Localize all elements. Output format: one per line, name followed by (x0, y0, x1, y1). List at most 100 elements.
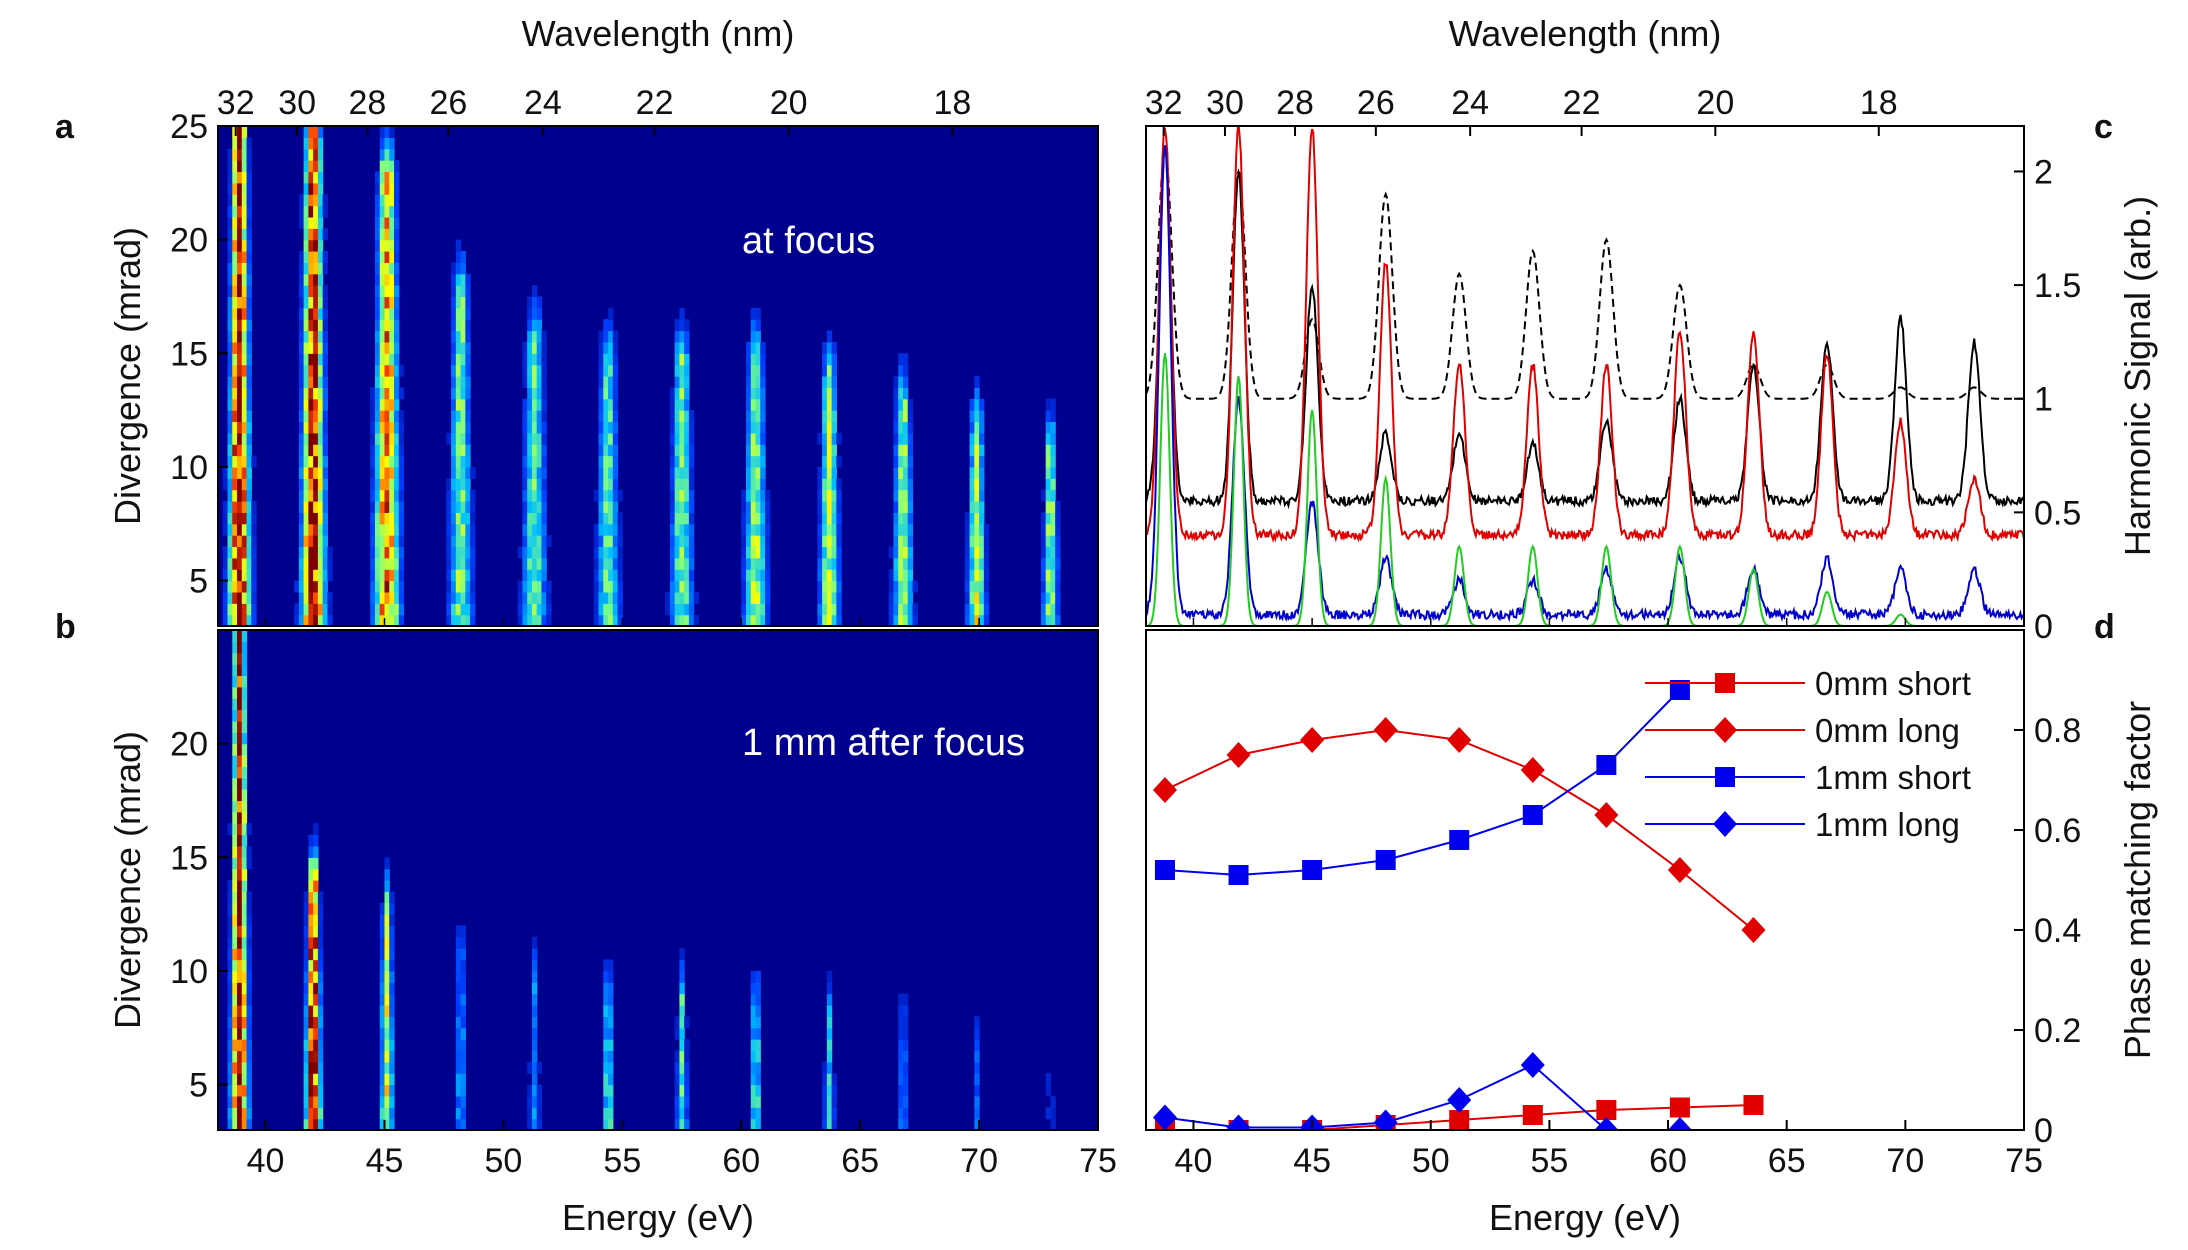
heatmap-a-cell (603, 330, 609, 343)
heatmap-a-cell (517, 603, 524, 616)
heatmap-a-cell (974, 501, 980, 513)
heatmap-a-cell (902, 535, 909, 548)
heatmap-a-cell (446, 489, 452, 502)
heatmap-a-cell (251, 569, 257, 582)
heatmap-a-cell (374, 319, 381, 332)
heatmap-a-cell (688, 557, 695, 570)
heatmap-a-cell (389, 216, 395, 229)
heatmap-a-cell (303, 296, 309, 309)
heatmap-a-cell (384, 410, 390, 423)
heatmap-a-cell (907, 432, 914, 445)
heatmap-a-cell (817, 535, 823, 548)
heatmap-a-cell (593, 546, 600, 559)
heatmap-b-cell (232, 948, 238, 961)
heatmap-a-cell (222, 591, 229, 604)
heatmap-a-cell (232, 182, 238, 195)
heatmap-b-cell (379, 936, 386, 949)
x-tick-label: 65 (1768, 1142, 1806, 1180)
heatmap-b-cell (755, 1095, 761, 1108)
heatmap-a-cell (974, 557, 980, 570)
heatmap-a-cell (303, 353, 309, 366)
heatmap-b-cell (974, 1118, 980, 1130)
heatmap-a-cell (379, 364, 386, 377)
heatmap-a-cell (902, 523, 909, 536)
wavelength-tick-label: 18 (934, 84, 972, 122)
heatmap-a-cell (389, 444, 395, 457)
heatmap-b-cell (460, 1016, 466, 1029)
heatmap-a-cell (222, 466, 229, 479)
heatmap-a-cell (669, 580, 676, 593)
heatmap-b-cell (241, 993, 248, 1006)
heatmap-a-cell (541, 432, 547, 445)
heatmap-a-cell (232, 251, 238, 263)
heatmap-a-cell (246, 251, 252, 263)
heatmap-a-cell (298, 489, 305, 502)
heatmap-a-cell (598, 501, 604, 513)
heatmap-b-cell (232, 959, 238, 972)
heatmap-a-cell (251, 580, 257, 593)
heatmap-a-cell (313, 432, 319, 445)
axes (217, 125, 2025, 1131)
y-tick-label: 2 (2034, 153, 2053, 191)
heatmap-a-cell (598, 591, 604, 604)
heatmap-b-cell (608, 1107, 614, 1120)
heatmap-a-cell (898, 523, 904, 536)
heatmap-b-cell (237, 834, 243, 847)
heatmap-a-cell (755, 319, 761, 332)
heatmap-a-cell (822, 421, 828, 434)
heatmap-b-cell (679, 993, 685, 1006)
heatmap-a-cell (241, 307, 248, 320)
heatmap-a-cell (603, 591, 609, 604)
heatmap-a-cell (527, 376, 533, 388)
heatmap-a-cell (470, 489, 476, 502)
heatmap-a-cell (303, 591, 309, 604)
heatmap-b-cell (317, 1118, 324, 1130)
heatmap-a-cell (750, 580, 757, 593)
heatmap-a-cell (308, 557, 314, 570)
heatmap-a-cell (237, 546, 243, 559)
heatmap-a-cell (603, 523, 609, 536)
wavelength-tick-label: 18 (1860, 84, 1898, 122)
heatmap-a-cell (317, 398, 324, 411)
heatmap-b-cell (308, 1016, 314, 1029)
heatmap-a-cell (669, 569, 676, 582)
heatmap-a-cell (836, 535, 842, 548)
heatmap-b-cell (898, 1050, 904, 1063)
heatmap-b-cell (460, 948, 466, 961)
heatmap-a-cell (317, 455, 324, 468)
heatmap-a-cell (979, 398, 985, 411)
heatmap-a-cell (232, 273, 238, 286)
heatmap-a-cell (608, 376, 614, 388)
heatmap-b-cell (227, 1073, 233, 1086)
heatmap-a-cell (303, 182, 309, 195)
heatmap-a-cell (531, 569, 538, 582)
heatmap-b-cell (974, 1061, 980, 1074)
heatmap-b-cell (237, 902, 243, 915)
heatmap-a-cell (374, 194, 381, 207)
heatmap-a-cell (688, 614, 695, 626)
heatmap-a-cell (298, 364, 305, 377)
heatmap-a-cell (374, 421, 381, 434)
spectrum-series-1 (1146, 149, 2024, 510)
heatmap-b-cell (826, 1027, 833, 1040)
heatmap-a-cell (598, 353, 604, 366)
heatmap-b-cell (603, 959, 609, 972)
heatmap-a-cell (679, 364, 685, 377)
heatmap-b-cell (379, 1107, 386, 1120)
heatmap-a-cell (969, 398, 975, 411)
heatmap-b-cell (241, 664, 248, 677)
heatmap-b-cell (232, 1027, 238, 1040)
heatmap-b-cell (308, 970, 314, 983)
heatmap-a-cell (374, 580, 381, 593)
heatmap-b-cell (246, 1118, 252, 1130)
heatmap-a-cell (765, 501, 771, 513)
heatmap-a-cell (755, 398, 761, 411)
heatmap-b-cell (232, 811, 238, 824)
heatmap-a-cell (317, 353, 324, 366)
heatmap-a-cell (541, 512, 547, 525)
heatmap-a-cell (541, 364, 547, 377)
heatmap-a-cell (374, 398, 381, 411)
heatmap-a-cell (536, 387, 543, 400)
heatmap-a-cell (836, 614, 842, 626)
heatmap-a-cell (379, 148, 386, 161)
